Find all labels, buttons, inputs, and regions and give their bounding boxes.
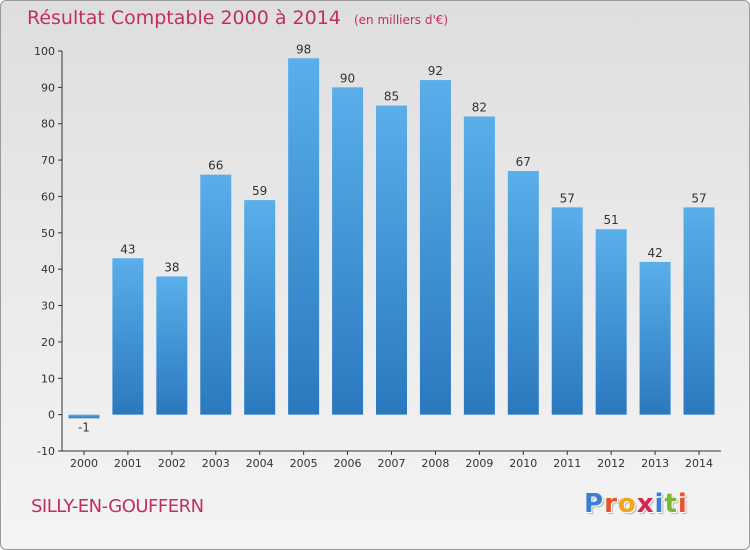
y-tick-label: 60 xyxy=(41,190,55,203)
logo-letter: i xyxy=(654,489,665,519)
bar-2006 xyxy=(332,87,364,415)
data-label-2011: 57 xyxy=(560,191,575,205)
title-row: Résultat Comptable 2000 à 2014 (en milli… xyxy=(27,7,448,29)
y-tick-label: -10 xyxy=(37,445,55,458)
data-label-2014: 57 xyxy=(691,191,706,205)
city-name: SILLY-EN-GOUFFERN xyxy=(31,496,204,517)
data-labels: -1 43 38 66 59 98 90 85 92 82 67 57 51 42 57 xyxy=(78,42,707,434)
x-tick-label: 2009 xyxy=(465,457,493,470)
bar-2002 xyxy=(156,276,188,415)
x-tick-label: 2008 xyxy=(421,457,449,470)
y-tick-label: 100 xyxy=(34,45,55,58)
bar-2008 xyxy=(419,80,451,415)
y-tick-label: 10 xyxy=(41,372,55,385)
bar-2010 xyxy=(507,171,539,415)
data-label-2000: -1 xyxy=(78,420,90,434)
proxiti-logo[interactable]: Proxiti xyxy=(584,489,688,519)
x-tick-label: 2013 xyxy=(641,457,669,470)
data-label-2003: 66 xyxy=(208,159,223,173)
x-tick-label: 2005 xyxy=(290,457,318,470)
logo-letter: t xyxy=(664,489,678,519)
y-tick-label: 0 xyxy=(48,409,55,422)
data-label-2012: 51 xyxy=(604,213,619,227)
logo-letter: P xyxy=(584,489,605,519)
logo-letter: r xyxy=(604,489,618,519)
y-tick-label: 50 xyxy=(41,227,55,240)
axes: -10 0 10 20 30 40 50 60 70 80 90 100 2000 2001 2002 200… xyxy=(34,45,721,470)
bar-2001 xyxy=(112,258,144,415)
y-tick-label: 90 xyxy=(41,81,55,94)
bar-2012 xyxy=(595,229,627,415)
x-tick-label: 2011 xyxy=(553,457,581,470)
bar-2011 xyxy=(551,207,583,415)
data-label-2001: 43 xyxy=(120,242,135,256)
x-tick-label: 2012 xyxy=(597,457,625,470)
x-tick-label: 2002 xyxy=(158,457,186,470)
bar-2009 xyxy=(463,116,495,415)
data-label-2013: 42 xyxy=(647,246,662,260)
bars xyxy=(68,58,715,419)
bar-2004 xyxy=(244,200,276,415)
bar-2007 xyxy=(376,105,407,415)
bar-2003 xyxy=(200,174,232,415)
data-label-2007: 85 xyxy=(384,90,399,104)
bar-2013 xyxy=(639,261,671,415)
data-label-2008: 92 xyxy=(428,64,443,78)
y-tick-label: 80 xyxy=(41,118,55,131)
data-label-2004: 59 xyxy=(252,184,267,198)
chart-subtitle: (en milliers d'€) xyxy=(353,13,449,27)
x-tick-label: 2006 xyxy=(334,457,362,470)
x-tick-label: 2003 xyxy=(202,457,230,470)
y-tick-label: 40 xyxy=(41,263,55,276)
y-tick-label: 30 xyxy=(41,300,55,313)
data-label-2006: 90 xyxy=(340,71,355,85)
x-tick-label: 2007 xyxy=(378,457,406,470)
x-tick-label: 2000 xyxy=(70,457,98,470)
x-tick-label: 2010 xyxy=(509,457,537,470)
y-tick-label: 70 xyxy=(41,154,55,167)
logo-letter: i xyxy=(677,489,688,519)
x-tick-label: 2004 xyxy=(246,457,274,470)
data-label-2005: 98 xyxy=(296,42,311,56)
logo-letter: o xyxy=(617,489,637,519)
bar-2014 xyxy=(683,207,715,415)
y-tick-label: 20 xyxy=(41,336,55,349)
data-label-2010: 67 xyxy=(516,155,531,169)
data-label-2009: 82 xyxy=(472,100,487,114)
chart-title: Résultat Comptable 2000 à 2014 xyxy=(27,7,341,29)
x-tick-label: 2014 xyxy=(685,457,713,470)
logo-letter: x xyxy=(636,489,655,519)
data-label-2002: 38 xyxy=(164,260,179,274)
x-tick-label: 2001 xyxy=(114,457,142,470)
bar-2000 xyxy=(68,414,100,419)
bar-2005 xyxy=(288,58,320,415)
